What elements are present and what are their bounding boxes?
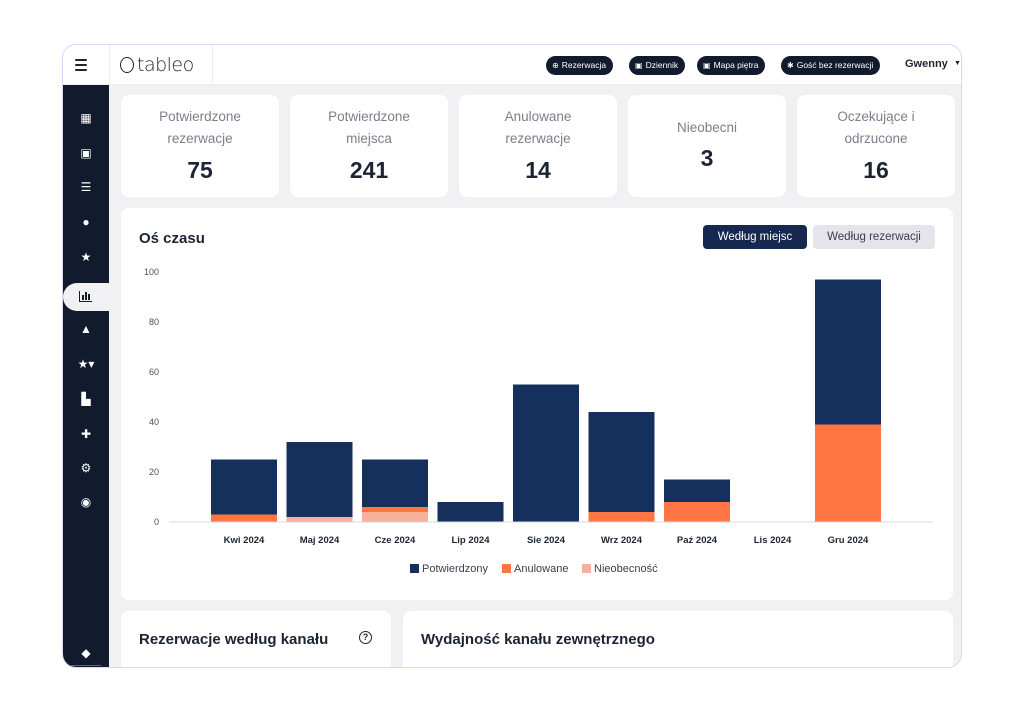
- sidebar-item-support[interactable]: ◉: [63, 490, 109, 514]
- x-tick-label: Cze 2024: [375, 535, 416, 546]
- stat-card-cancelled: Anulowane rezerwacje 14: [459, 95, 617, 197]
- bar-nieobecność: [286, 517, 353, 522]
- sidebar-item-dashboard[interactable]: ▦: [63, 106, 109, 130]
- y-tick-label: 0: [154, 517, 159, 527]
- bar-chart-icon: [79, 291, 92, 302]
- bar-potwierdzony: [437, 502, 504, 522]
- stat-card-no-shows: Nieobecni 3: [628, 95, 786, 197]
- x-tick-label: Paź 2024: [677, 535, 718, 546]
- walk-in-button[interactable]: ✱ Gość bez rezerwacji: [781, 56, 881, 75]
- legend-label: Potwierdzony: [422, 563, 489, 575]
- list-icon: ☰: [80, 180, 92, 194]
- channel-reservations-title: Rezerwacje według kanału: [139, 631, 329, 648]
- chevron-down-icon[interactable]: ▼: [954, 60, 961, 67]
- bar-potwierdzony: [362, 459, 428, 507]
- stat-value: 241: [349, 157, 389, 183]
- stat-card-confirmed-reservations: Potwierdzone rezerwacje 75: [121, 95, 279, 197]
- book-icon: ▣: [80, 146, 92, 160]
- cart-icon: ▙: [81, 392, 91, 406]
- legend-swatch: [582, 564, 591, 573]
- external-channel-card: Wydajność kanału zewnętrznego: [403, 611, 953, 667]
- stat-card-confirmed-seats: Potwierdzone miejsca 241: [290, 95, 448, 197]
- external-channel-title: Wydajność kanału zewnętrznego: [421, 631, 655, 648]
- sidebar-item-integrations[interactable]: ✚: [63, 422, 109, 446]
- star-dropdown-icon: ★▾: [77, 357, 95, 371]
- bar-potwierdzony: [815, 279, 881, 425]
- by-reservations-toggle[interactable]: Według rezerwacji: [813, 225, 935, 249]
- y-tick-label: 60: [149, 367, 159, 377]
- stat-value: 75: [187, 157, 213, 183]
- star-icon: ★: [80, 250, 92, 264]
- app-window: tableo ⊕ Rezerwacja ▣ Dziennik ▣ Mapa piętr…: [62, 44, 962, 668]
- chat-icon: ◆: [81, 646, 91, 660]
- y-tick-label: 80: [149, 317, 159, 327]
- x-tick-label: Lip 2024: [451, 535, 490, 546]
- sidebar-item-chat[interactable]: ◆: [63, 641, 109, 665]
- by-seats-toggle[interactable]: Według miejsc: [703, 225, 807, 249]
- timeline-title: Oś czasu: [139, 230, 205, 247]
- timeline-card: 0 20 40 60 80 100 Kwi 2024 Maj 2024 Cze 2024 Lip …: [121, 208, 953, 600]
- stat-value: 3: [700, 145, 714, 171]
- bar-anulowane: [211, 514, 277, 522]
- x-tick-label: Lis 2024: [754, 535, 792, 546]
- y-tick-label: 20: [149, 467, 159, 477]
- timeline-chart: 0 20 40 60 80 100 Kwi 2024 Maj 2024 Cze 2024 Lip …: [144, 267, 933, 575]
- sidebar-item-reports[interactable]: [63, 283, 109, 311]
- sidebar-item-service[interactable]: ▲: [63, 317, 109, 341]
- sidebar-item-list[interactable]: ☰: [63, 175, 109, 199]
- x-tick-label: Sie 2024: [527, 535, 566, 546]
- new-reservation-button[interactable]: ⊕ Rezerwacja: [546, 56, 614, 75]
- gear-icon: ⚙: [80, 461, 92, 475]
- bar-anulowane: [588, 512, 655, 522]
- stat-value: 14: [525, 157, 551, 183]
- bar-anulowane: [815, 424, 881, 522]
- map-icon: ▣: [703, 61, 711, 70]
- top-bar: tableo ⊕ Rezerwacja ▣ Dziennik ▣ Mapa piętr…: [63, 45, 961, 85]
- logo[interactable]: tableo: [109, 45, 213, 85]
- x-tick-label: Gru 2024: [828, 535, 869, 546]
- bar-nieobecność: [362, 512, 428, 522]
- book-icon: ▣: [635, 61, 643, 70]
- y-tick-label: 40: [149, 417, 159, 427]
- user-icon: ●: [82, 215, 90, 229]
- bar-anulowane: [664, 502, 730, 522]
- sidebar-item-journal[interactable]: ▣: [63, 141, 109, 165]
- legend-label: Anulowane: [514, 563, 568, 575]
- stat-card-pending-rejected: Oczekujące i odrzucone 16: [797, 95, 955, 197]
- legend-label: Nieobecność: [594, 563, 658, 575]
- legend-swatch: [410, 564, 419, 573]
- bar-potwierdzony: [664, 479, 730, 502]
- x-tick-label: Maj 2024: [300, 535, 340, 546]
- floor-map-button[interactable]: ▣ Mapa piętra: [697, 56, 766, 75]
- menu-icon[interactable]: [75, 59, 87, 71]
- stat-value: 16: [863, 157, 889, 183]
- bar-potwierdzony: [286, 442, 353, 517]
- help-icon[interactable]: ?: [359, 631, 372, 644]
- x-tick-label: Kwi 2024: [224, 535, 265, 546]
- sidebar-divider: [71, 665, 101, 666]
- bar-potwierdzony: [588, 412, 655, 512]
- sidebar-item-guests[interactable]: ●: [63, 210, 109, 234]
- sidebar-item-settings[interactable]: ⚙: [63, 456, 109, 480]
- logo-ring-icon: [120, 57, 134, 73]
- bar-anulowane: [362, 507, 428, 512]
- plus-icon: ⊕: [552, 61, 559, 70]
- channel-reservations-card: Rezerwacje według kanału ?: [121, 611, 391, 667]
- bar-potwierdzony: [211, 459, 277, 515]
- sidebar: ▦ ▣ ☰ ● ★ ▲ ★▾ ▙ ✚ ⚙ ◉ ◆: [63, 85, 109, 667]
- y-tick-label: 100: [144, 267, 159, 277]
- user-menu[interactable]: Gwenny: [905, 58, 948, 70]
- puzzle-icon: ✚: [80, 427, 92, 441]
- sidebar-item-shop[interactable]: ▙: [63, 387, 109, 411]
- bar-potwierdzony: [513, 384, 579, 522]
- dashboard-icon: ▦: [80, 111, 92, 125]
- walk-in-icon: ✱: [787, 61, 794, 70]
- x-tick-label: Wrz 2024: [601, 535, 643, 546]
- sidebar-item-favorites[interactable]: ★: [63, 245, 109, 269]
- bell-icon: ▲: [80, 322, 92, 336]
- sidebar-item-reviews[interactable]: ★▾: [63, 352, 109, 376]
- headset-icon: ◉: [80, 495, 92, 509]
- legend-swatch: [502, 564, 511, 573]
- journal-button[interactable]: ▣ Dziennik: [629, 56, 686, 75]
